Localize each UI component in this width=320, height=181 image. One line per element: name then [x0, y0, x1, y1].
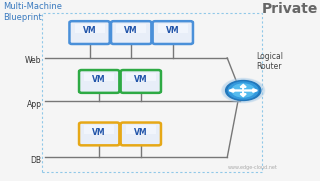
FancyArrow shape — [240, 85, 246, 90]
Circle shape — [232, 84, 255, 97]
Text: Multi-Machine
Blueprint: Multi-Machine Blueprint — [3, 2, 62, 22]
FancyBboxPatch shape — [79, 70, 119, 93]
FancyBboxPatch shape — [158, 24, 188, 33]
FancyBboxPatch shape — [79, 123, 119, 145]
Circle shape — [223, 79, 263, 102]
FancyArrow shape — [240, 91, 246, 96]
FancyBboxPatch shape — [121, 123, 161, 145]
Text: Web: Web — [25, 56, 42, 65]
FancyBboxPatch shape — [116, 24, 146, 33]
Text: VM: VM — [92, 128, 106, 137]
FancyBboxPatch shape — [114, 23, 152, 44]
Text: VM: VM — [134, 75, 148, 84]
FancyArrow shape — [244, 89, 257, 92]
FancyBboxPatch shape — [153, 21, 193, 44]
Circle shape — [228, 82, 258, 99]
FancyBboxPatch shape — [111, 21, 151, 44]
FancyBboxPatch shape — [69, 21, 110, 44]
FancyBboxPatch shape — [84, 73, 114, 81]
Text: VM: VM — [83, 26, 96, 35]
FancyBboxPatch shape — [82, 124, 120, 146]
Text: VM: VM — [166, 26, 180, 35]
FancyArrow shape — [229, 89, 242, 92]
Text: www.edge-cloud.net: www.edge-cloud.net — [228, 165, 278, 170]
FancyBboxPatch shape — [126, 73, 156, 81]
Circle shape — [226, 81, 261, 100]
FancyBboxPatch shape — [121, 70, 161, 93]
Circle shape — [224, 80, 262, 101]
Text: DB: DB — [31, 156, 42, 165]
Text: Logical
Router: Logical Router — [256, 52, 283, 71]
Circle shape — [222, 78, 265, 103]
FancyBboxPatch shape — [72, 23, 110, 44]
FancyBboxPatch shape — [155, 23, 194, 44]
FancyBboxPatch shape — [123, 71, 162, 93]
Text: VM: VM — [124, 26, 138, 35]
FancyBboxPatch shape — [126, 125, 156, 134]
FancyBboxPatch shape — [123, 124, 162, 146]
FancyBboxPatch shape — [75, 24, 105, 33]
Text: VM: VM — [92, 75, 106, 84]
Text: Private: Private — [262, 2, 318, 16]
Text: VM: VM — [134, 128, 148, 137]
FancyBboxPatch shape — [82, 71, 120, 93]
Text: App: App — [27, 100, 42, 109]
FancyBboxPatch shape — [84, 125, 114, 134]
